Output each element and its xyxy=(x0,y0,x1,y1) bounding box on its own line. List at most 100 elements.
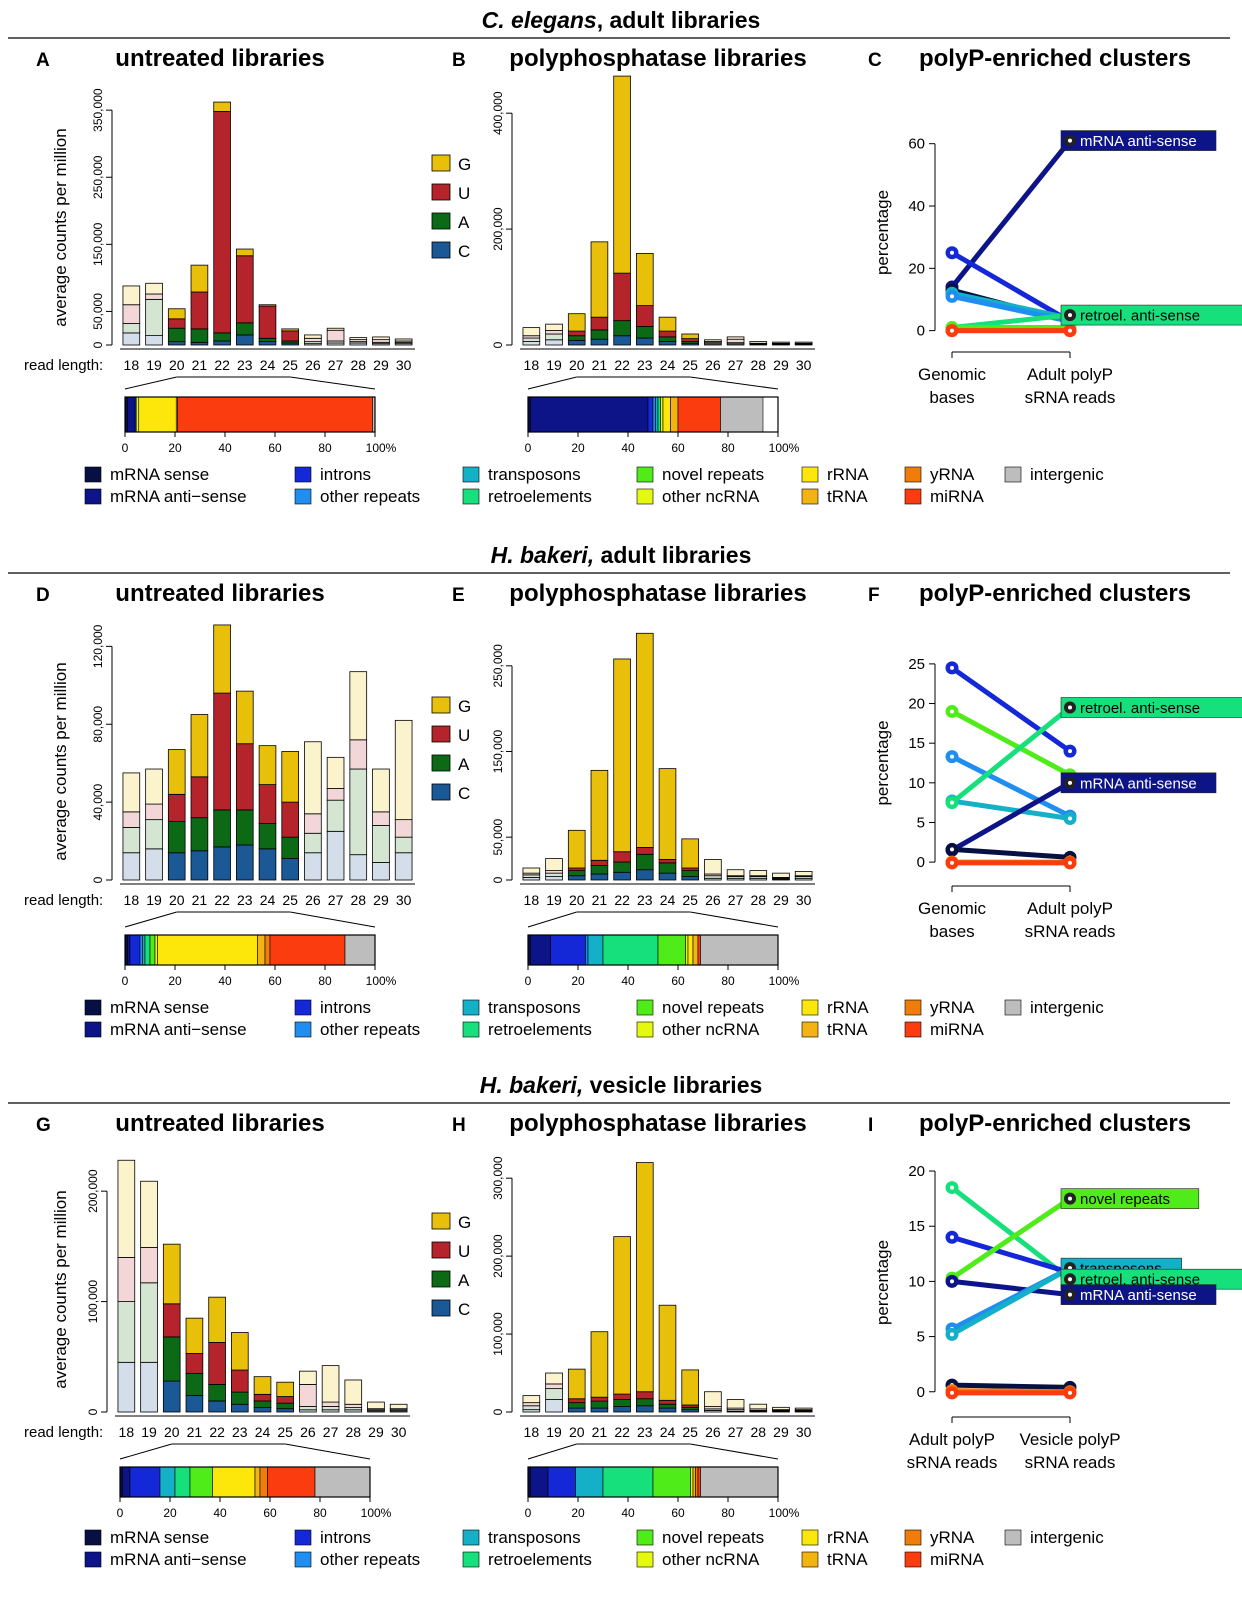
point-center xyxy=(950,1332,954,1337)
panel-letter: G xyxy=(36,1115,51,1136)
legend-label-G: G xyxy=(458,1213,471,1232)
x-category-label: sRNA reads xyxy=(1025,922,1116,941)
bar-21-A xyxy=(190,817,209,852)
bar-24-G xyxy=(658,1304,677,1401)
bar-18-C xyxy=(122,332,141,346)
section-title-rest: adult libraries xyxy=(594,542,751,568)
callout-box xyxy=(1060,697,1242,718)
bar-18-U xyxy=(522,1402,541,1407)
bar-19-C xyxy=(140,1361,158,1413)
callout-dot-center xyxy=(1068,1277,1072,1282)
zoom-line-right xyxy=(290,376,376,390)
y-tick-label: 350,000 xyxy=(91,88,105,132)
bar-27-G xyxy=(726,1399,745,1409)
percent-tick-label: 20 xyxy=(571,441,585,455)
bar-26-U xyxy=(304,813,322,834)
x-tick-label: 25 xyxy=(282,892,298,908)
bar-18-G xyxy=(522,1395,541,1404)
legend-swatch-other-ncRNA xyxy=(636,1021,654,1038)
bar-21-U xyxy=(185,1353,204,1374)
bar-21-U xyxy=(190,776,209,819)
bar-28-G xyxy=(349,671,368,741)
x-tick-label: 24 xyxy=(260,892,276,908)
legend-swatch-U xyxy=(431,1241,451,1259)
legend-swatch-C xyxy=(431,1299,451,1317)
bar-27-G xyxy=(726,336,745,340)
y-tick-label: 250,000 xyxy=(491,644,505,688)
bar-25-C xyxy=(681,876,699,881)
bar-22-G xyxy=(213,101,231,112)
y-tick-label: 0 xyxy=(86,1408,100,1415)
x-tick-label: 30 xyxy=(796,892,812,908)
y-axis-label: percentage xyxy=(873,190,892,275)
y-tick-label: 60 xyxy=(908,136,925,153)
percent-tick-label: 100% xyxy=(769,1506,800,1520)
legend-swatch-mRNA-sense xyxy=(84,466,102,483)
y-tick-label: 200,000 xyxy=(86,1169,100,1213)
bar-19-A xyxy=(545,1388,563,1400)
bar-21-A xyxy=(590,865,609,875)
legend-label-retroelements: retroelements xyxy=(488,1550,592,1569)
legend-label-miRNA: miRNA xyxy=(930,1550,984,1569)
bar-30-C xyxy=(394,852,413,881)
series-line-novel-repeats xyxy=(949,708,1073,778)
bar-23-G xyxy=(636,632,654,848)
bar-28-A xyxy=(349,768,368,856)
bar-21-C xyxy=(590,1407,609,1413)
zoom-line-left xyxy=(527,1443,577,1460)
legend-swatch-novel-repeats xyxy=(636,1529,654,1546)
bar-19-U xyxy=(545,1383,563,1390)
composition-yRNA xyxy=(695,1466,699,1498)
zoom-line-left xyxy=(527,911,577,928)
x-category-label: Adult polyP xyxy=(1027,899,1113,918)
bar-20-G xyxy=(567,829,586,869)
composition-intergenic xyxy=(700,934,779,966)
zoom-line-left xyxy=(119,1443,172,1460)
percent-tick-label: 40 xyxy=(621,1506,635,1520)
y-tick-label: 40,000 xyxy=(91,783,105,820)
bar-21-A xyxy=(590,329,609,340)
category-legend: mRNA sense introns transposons novel repeat… xyxy=(84,998,1104,1039)
point-center xyxy=(950,328,954,333)
legend-label-C: C xyxy=(458,242,470,261)
y-tick-label: 5 xyxy=(917,1329,925,1346)
y-tick-label: 120,000 xyxy=(91,624,105,668)
x-category-label: Vesicle polyP xyxy=(1019,1430,1120,1449)
section-h-bakeri-vesicle: H. bakeri, vesicle libraries G untreated l… xyxy=(8,1072,1242,1569)
composition-other-ncRNA xyxy=(660,396,664,433)
panel-title: polyP-enriched clusters xyxy=(919,45,1191,72)
section-title-rest: vesicle libraries xyxy=(583,1072,762,1098)
composition-mRNA-anti-sense xyxy=(530,396,649,433)
bar-24-A xyxy=(658,862,677,874)
legend-swatch-G xyxy=(431,1212,451,1230)
composition-retroelements xyxy=(602,934,659,966)
x-tick-label: 28 xyxy=(750,357,766,373)
percent-tick-label: 40 xyxy=(621,441,635,455)
bar-20-A xyxy=(167,327,186,343)
composition-frame xyxy=(527,934,779,966)
series-line-mRNA-anti-sense xyxy=(949,1278,1073,1298)
x-tick-label: 30 xyxy=(796,1424,812,1440)
legend-swatch-mRNA-sense xyxy=(84,999,102,1016)
y-tick-label: 15 xyxy=(908,1218,925,1235)
composition-introns xyxy=(129,1466,161,1498)
bar-19-G xyxy=(145,282,163,295)
x-tick-label: 29 xyxy=(773,357,789,373)
bar-26-G xyxy=(304,334,322,339)
callout-label: retroel. anti-sense xyxy=(1080,308,1200,325)
x-tick-label: 18 xyxy=(124,892,140,908)
percent-tick-label: 60 xyxy=(671,974,685,988)
x-tick-label: 26 xyxy=(705,892,721,908)
x-tick-label: 30 xyxy=(396,357,412,373)
bar-22-G xyxy=(613,1236,631,1395)
bar-21-A xyxy=(190,328,209,343)
legend-label-other-repeats: other repeats xyxy=(320,487,420,506)
callout-dot-center xyxy=(1068,780,1072,785)
panel-a-bars: 0 50,000 150,000 250,000 350,000 18 19 20 21 22 23… xyxy=(24,88,415,455)
legend-label-G: G xyxy=(458,697,471,716)
x-tick-label: 22 xyxy=(214,357,230,373)
percent-tick-label: 80 xyxy=(721,441,735,455)
legend-swatch-introns xyxy=(294,999,312,1016)
bar-23-C xyxy=(231,1403,249,1413)
composition-other-ncRNA xyxy=(690,1466,694,1498)
